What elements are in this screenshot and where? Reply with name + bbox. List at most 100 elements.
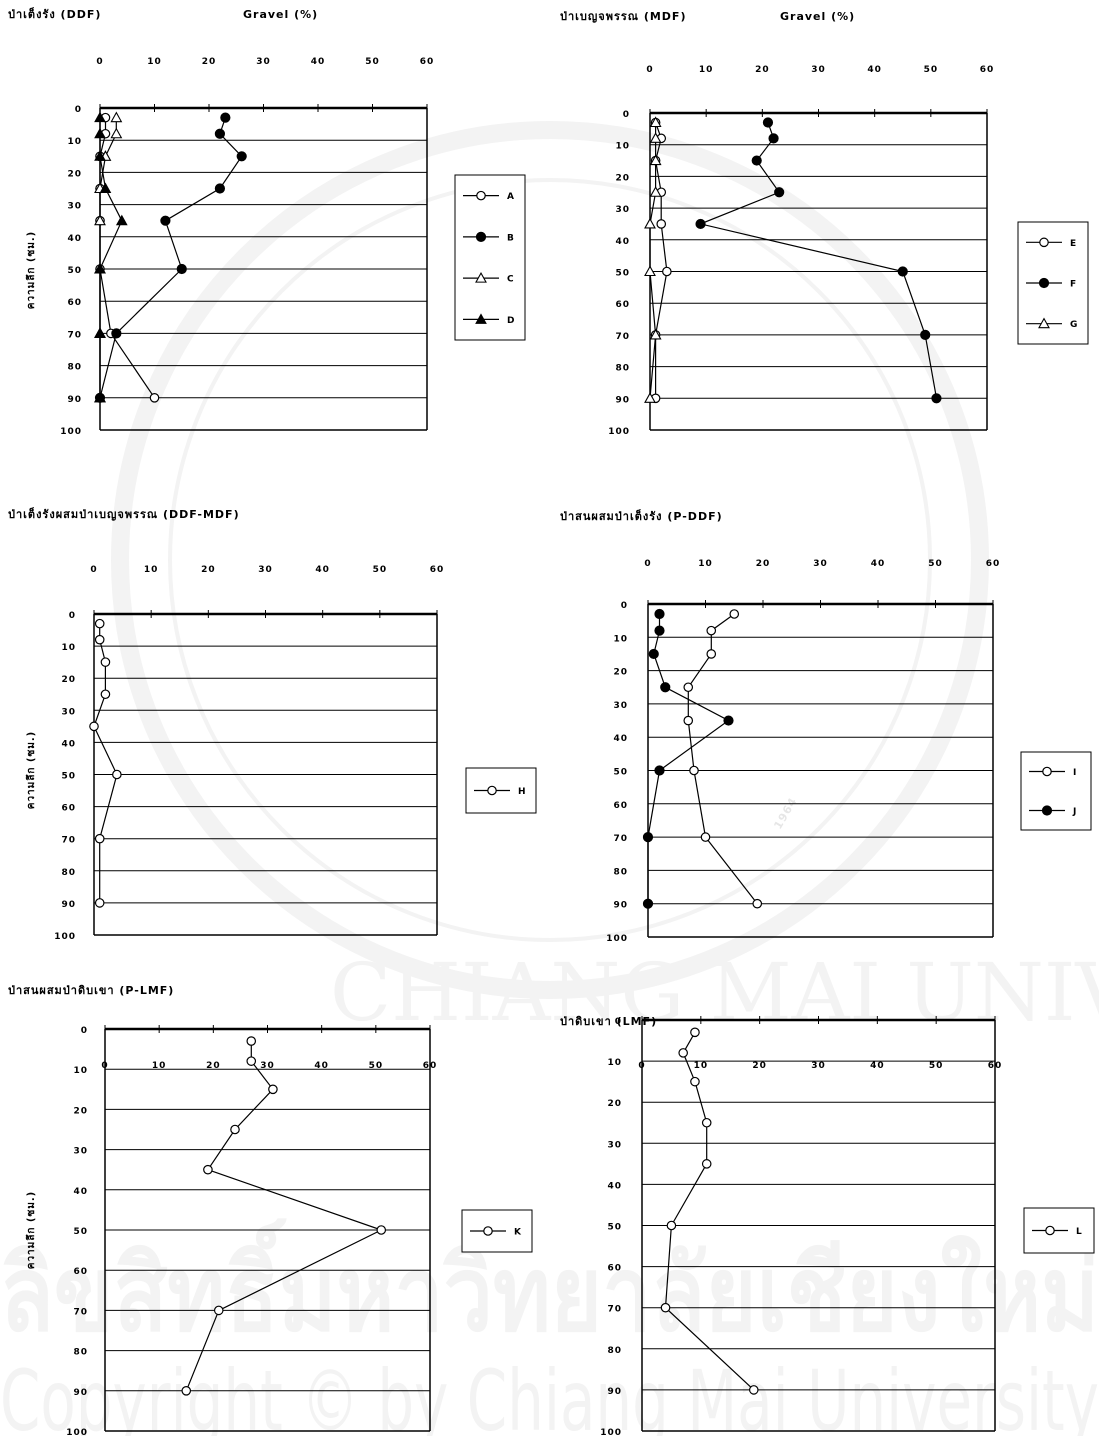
- y-tick-label: 10: [613, 634, 628, 644]
- data-point-H: [100, 657, 111, 667]
- data-point-H: [94, 833, 105, 844]
- y-tick-label: 20: [67, 169, 82, 179]
- data-point-K: [268, 1084, 278, 1095]
- y-tick-label: 20: [613, 668, 628, 678]
- y-tick-label: 10: [607, 1058, 622, 1068]
- x-tick-label: 50: [928, 559, 943, 569]
- watermark-seal-text: CHIANG MAI UNIVERSITY: [330, 946, 1099, 1039]
- data-point-G: [649, 132, 662, 143]
- data-point-J: [654, 625, 665, 636]
- x-tick-label: 50: [369, 1061, 384, 1071]
- data-point-G: [649, 154, 662, 166]
- y-tick-label: 60: [615, 300, 630, 310]
- data-point-F: [762, 117, 774, 128]
- data-point-J: [660, 682, 671, 693]
- y-tick-label: 80: [613, 867, 628, 877]
- x-tick-label: 0: [646, 65, 653, 75]
- x-tick-label: 30: [258, 565, 273, 575]
- y-tick-label: 0: [81, 1026, 88, 1036]
- data-point-E: [662, 266, 672, 277]
- data-point-I: [700, 832, 711, 842]
- y-tick-label: 70: [67, 330, 82, 340]
- series-line-K: [185, 1041, 383, 1392]
- data-point-G: [649, 328, 662, 340]
- x-tick-label: 40: [871, 559, 886, 569]
- data-point-F: [695, 218, 706, 230]
- y-tick-label: 0: [623, 110, 630, 120]
- series-line-J: [647, 614, 730, 904]
- x-tick-label: 40: [867, 65, 882, 75]
- x-tick-label: 20: [752, 1061, 767, 1071]
- chart-panel-1: ป่าเต็งรัง (DDF) Gravel (%) 0 10 20 30 40 50 60 0…: [8, 7, 526, 437]
- legend-label-K: K: [514, 1228, 522, 1238]
- y-tick-label: 60: [607, 1264, 622, 1274]
- data-point-H: [89, 721, 99, 732]
- series-G: [644, 116, 662, 403]
- data-point-G: [644, 217, 656, 229]
- legend-label-I: I: [1073, 768, 1076, 778]
- y-tick-label: 40: [607, 1181, 622, 1191]
- y-tick-label: 70: [613, 834, 628, 844]
- y-tick-label: 10: [61, 643, 76, 653]
- data-point-H: [112, 769, 122, 780]
- x-tick-label: 10: [694, 1061, 709, 1071]
- data-point-G: [649, 186, 662, 197]
- data-point-K: [181, 1386, 192, 1396]
- series-line-L: [664, 1032, 755, 1391]
- chart-title: ป่าเต็งรัง (DDF): [8, 7, 101, 21]
- x-tick-label: 60: [986, 559, 1001, 569]
- x-tick-label: 30: [811, 65, 826, 75]
- x-tick-label: 30: [813, 559, 828, 569]
- y-tick-label: 80: [67, 363, 82, 373]
- data-point-L: [748, 1385, 759, 1395]
- data-point-K: [203, 1164, 213, 1175]
- chart-panel-6: ป่าดิบเขา (LMF)0 10 20 30 40 50 60010203040506…: [560, 1015, 1095, 1436]
- legend-box: [454, 174, 526, 341]
- data-point-B: [160, 215, 171, 226]
- y-tick-label: 60: [613, 801, 628, 811]
- x-tick-label: 10: [147, 57, 162, 67]
- y-tick-label: 100: [66, 1428, 88, 1436]
- legend-label-A: A: [507, 192, 514, 202]
- legend-label-G: G: [1070, 320, 1077, 330]
- data-point-L: [690, 1076, 700, 1087]
- data-point-B: [176, 263, 187, 275]
- data-point-H: [100, 689, 111, 700]
- x-tick-label: 10: [152, 1061, 167, 1071]
- y-tick-label: 100: [608, 427, 630, 437]
- legend-marker-H: [487, 785, 497, 796]
- y-tick-label: 40: [61, 739, 76, 749]
- data-point-F: [768, 133, 779, 144]
- x-tick-label: 30: [260, 1061, 275, 1071]
- legend-marker-B: [475, 231, 487, 242]
- chart-panel-3: ป่าเต็งรังผสมป่าเบญจพรรณ (DDF-MDF) 0 10 20 3…: [8, 507, 537, 942]
- x-tick-label: 20: [206, 1061, 221, 1071]
- x-tick-label: 50: [373, 565, 388, 575]
- y-tick-label: 80: [615, 364, 630, 374]
- legend-marker-F: [1038, 277, 1050, 289]
- data-point-K: [246, 1056, 257, 1066]
- data-point-D: [94, 111, 106, 123]
- series-I: [683, 609, 763, 909]
- legend-label-L: L: [1076, 1227, 1082, 1237]
- y-tick-label: 90: [73, 1388, 88, 1398]
- y-tick-label: 10: [73, 1066, 88, 1076]
- data-point-D: [94, 127, 106, 139]
- data-point-J: [654, 608, 665, 620]
- y-tick-label: 30: [613, 701, 628, 711]
- y-tick-label: 50: [613, 768, 628, 778]
- legend: L: [1023, 1207, 1095, 1254]
- data-point-C: [110, 127, 123, 139]
- x-tick-label: 40: [311, 57, 326, 67]
- series-D: [94, 111, 128, 403]
- y-tick-label: 0: [621, 601, 628, 611]
- y-tick-label: 30: [67, 202, 82, 212]
- data-point-D: [94, 150, 106, 161]
- chart-title: ป่าเต็งรังผสมป่าเบญจพรรณ (DDF-MDF): [8, 507, 240, 521]
- y-tick-label: 90: [613, 901, 628, 911]
- data-point-K: [230, 1124, 240, 1135]
- data-point-L: [690, 1027, 700, 1038]
- y-tick-label: 0: [615, 1017, 622, 1027]
- y-axis-label: ความลึก (ซม.): [25, 231, 37, 310]
